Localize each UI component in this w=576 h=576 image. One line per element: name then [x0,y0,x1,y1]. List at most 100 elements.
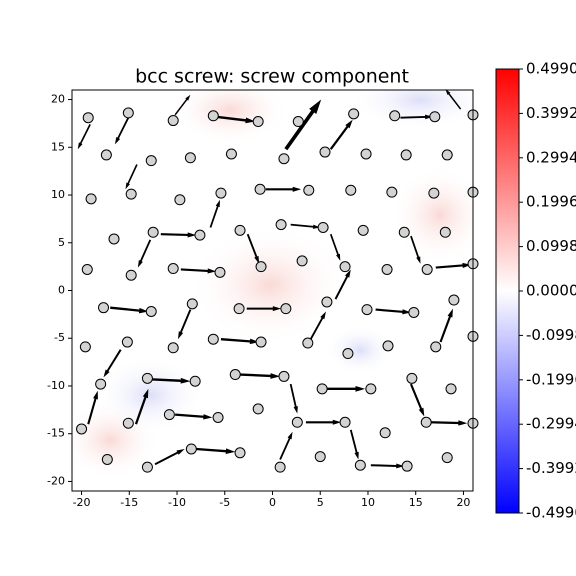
atom [122,107,134,119]
arrow [349,429,359,460]
colorbar-tick-label: 0.2994 [526,148,576,166]
arrow [309,311,326,340]
atom [163,409,175,421]
atom [342,348,354,360]
atom [252,116,264,128]
atom [215,187,227,199]
atom [82,112,94,124]
atom [406,372,418,384]
atom [255,261,267,273]
plot-area [76,89,479,473]
atom [348,108,360,120]
arrow [110,306,149,314]
arrow [370,463,405,469]
colorbar-tick-label: 0.0000 [526,282,576,300]
atom [229,369,241,381]
colorbar-tick-label: 0.0998 [526,237,576,255]
x-tick-label: 0 [269,496,276,509]
x-tick-label: 5 [317,496,324,509]
atom [100,149,112,161]
chart-title: bcc screw: screw component [135,66,409,88]
atom [167,263,179,275]
y-tick-label: 0 [58,284,65,297]
atom [81,263,93,275]
arrow [284,99,322,151]
atom [357,224,369,236]
atom [125,188,137,200]
atom [121,336,133,348]
atom [125,269,137,281]
arrow [409,383,425,417]
arrow [329,233,341,261]
atom [303,184,315,196]
arrow [137,239,152,268]
atom [234,224,246,236]
colorbar-tick-label: -0.1996 [526,370,576,388]
atom [429,111,441,123]
atom [382,340,394,352]
atom [167,115,179,127]
arrow [325,385,366,392]
atom [233,303,245,315]
atom [296,255,308,267]
atom [141,372,153,384]
colorbar-tick-label: -0.3992 [526,459,576,477]
y-tick-label: -5 [54,331,65,344]
arrow [175,413,213,420]
atom [386,186,398,198]
atom [302,337,314,349]
atom [254,183,266,195]
atom [317,221,329,233]
atom [421,263,433,275]
atom [207,333,219,345]
atom [274,461,286,473]
atom [291,416,303,428]
atom [214,266,226,278]
colorbar-tick-label: 0.1996 [526,193,576,211]
arrow [410,235,421,264]
arrow [400,114,433,120]
atom [185,443,197,455]
atom [225,148,237,160]
atom [316,383,328,395]
x-tick-label: 15 [409,496,423,509]
atom [441,452,453,464]
atom [448,294,460,306]
arrow [246,233,260,264]
arrow [180,268,217,274]
atom [174,194,186,206]
arrow [279,431,293,460]
arrow [196,447,236,454]
atom [234,447,246,459]
y-tick-label: -15 [47,427,65,440]
atom [122,417,134,429]
atom [345,184,357,196]
atom [339,416,351,428]
atom [381,263,393,275]
arrow [160,232,197,238]
atom [184,152,196,164]
atom [189,375,201,387]
y-tick-label: -20 [47,474,65,487]
arrow [265,186,302,192]
atom [361,304,373,316]
arrow [150,377,191,384]
x-tick-label: -10 [168,496,186,509]
atom [108,233,120,245]
atom [212,411,224,423]
y-tick-label: -10 [47,379,65,392]
arrow [445,89,462,110]
y-tick-label: 20 [51,93,65,106]
atom [98,302,110,314]
colorbar-tick-label: -0.0998 [526,326,576,344]
atom [314,451,326,463]
atom [428,187,440,199]
atom [101,453,113,465]
arrow [215,115,256,124]
arrow [103,349,122,378]
arrow [289,383,298,414]
atom [398,226,410,238]
atom [379,427,391,439]
